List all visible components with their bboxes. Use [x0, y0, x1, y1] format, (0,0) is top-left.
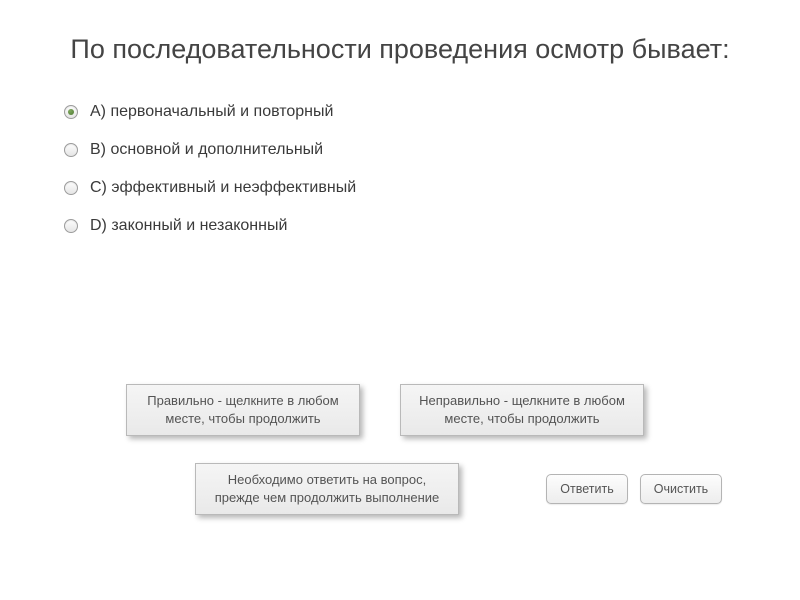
option-b[interactable]: B) основной и дополнительный — [64, 141, 800, 159]
option-d[interactable]: D) законный и незаконный — [64, 217, 800, 235]
radio-c[interactable] — [64, 181, 78, 195]
radio-b[interactable] — [64, 143, 78, 157]
options-group: A) первоначальный и повторный B) основно… — [0, 75, 800, 235]
option-c[interactable]: C) эффективный и неэффективный — [64, 179, 800, 197]
option-c-label: C) эффективный и неэффективный — [90, 179, 356, 197]
clear-button[interactable]: Очистить — [640, 474, 722, 504]
option-a-label: A) первоначальный и повторный — [90, 103, 333, 121]
radio-a[interactable] — [64, 105, 78, 119]
option-b-label: B) основной и дополнительный — [90, 141, 323, 159]
option-a[interactable]: A) первоначальный и повторный — [64, 103, 800, 121]
feedback-incorrect-box[interactable]: Неправильно - щелкните в любом месте, чт… — [400, 384, 644, 436]
radio-d[interactable] — [64, 219, 78, 233]
feedback-required-box[interactable]: Необходимо ответить на вопрос, прежде че… — [195, 463, 459, 515]
option-d-label: D) законный и незаконный — [90, 217, 287, 235]
question-title: По последовательности проведения осмотр … — [0, 0, 800, 75]
feedback-correct-box[interactable]: Правильно - щелкните в любом месте, чтоб… — [126, 384, 360, 436]
answer-button[interactable]: Ответить — [546, 474, 628, 504]
